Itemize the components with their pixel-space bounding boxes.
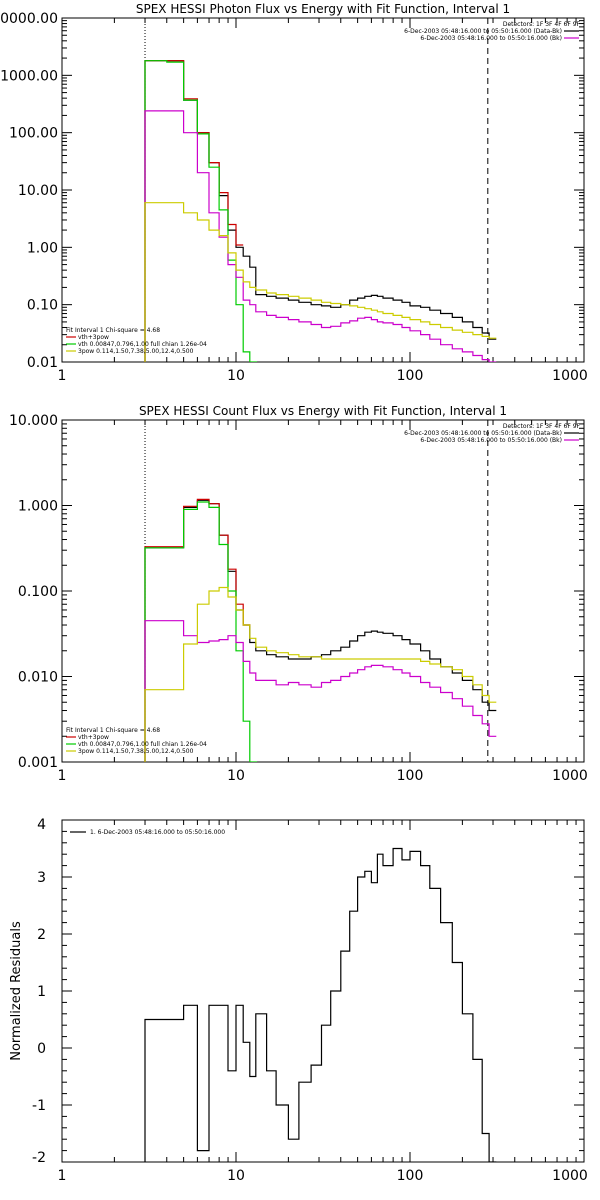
chart-title: SPEX HESSI Count Flux vs Energy with Fit… bbox=[139, 404, 507, 418]
y-tick-label: -2 bbox=[32, 1150, 46, 1166]
y-axis: 0.001 0.010 0.100 1.000 10.000 bbox=[9, 413, 584, 771]
y-tick-label: 0.10 bbox=[27, 298, 58, 314]
legend-entry: 6-Dec-2003 05:48:16.000 to 05:50:16.000 … bbox=[420, 35, 562, 42]
fit-info: Fit Interval 1 Chi-square = 4.68 bbox=[66, 327, 160, 334]
y-tick-label: 1.00 bbox=[27, 240, 58, 256]
series-line-5 bbox=[144, 586, 497, 762]
series-line-1 bbox=[144, 847, 497, 1162]
fit-legend-entry: vth 0.00847,0.796,1.00 full chian 1.26e-… bbox=[78, 741, 207, 748]
x-tick-label: 1 bbox=[58, 768, 67, 784]
y-tick-label: 0 bbox=[37, 1041, 46, 1057]
x-tick-label: 10 bbox=[227, 768, 245, 784]
legend-entry: 6-Dec-2003 05:48:16.000 to 05:50:16.000 … bbox=[404, 430, 562, 437]
legend-entry: 6-Dec-2003 05:48:16.000 to 05:50:16.000 … bbox=[420, 437, 562, 444]
series-line-3 bbox=[144, 501, 257, 762]
y-tick-label: 0.100 bbox=[18, 584, 58, 600]
x-tick-label: 1 bbox=[58, 1168, 67, 1184]
y-tick-label: 10.00 bbox=[18, 183, 58, 199]
y-tick-label: 1 bbox=[37, 984, 46, 1000]
x-tick-label: 1000 bbox=[552, 368, 588, 384]
y-tick-label: 1.000 bbox=[18, 499, 58, 515]
x-tick-label: 10 bbox=[227, 1168, 245, 1184]
x-tick-label: 1000 bbox=[552, 1168, 588, 1184]
y-tick-label: 100.00 bbox=[9, 126, 58, 142]
detectors-label: Detectors: 1F 3F 4F 6F 9F bbox=[503, 21, 581, 28]
y-tick-label: -1 bbox=[32, 1098, 46, 1114]
y-axis-label: Normalized Residuals bbox=[9, 921, 24, 1061]
series-line-5 bbox=[144, 202, 497, 362]
x-tick-label: 1 bbox=[58, 368, 67, 384]
y-tick-label: 0.001 bbox=[18, 755, 58, 771]
plot-frame bbox=[61, 819, 585, 1163]
y-tick-label: 10.000 bbox=[9, 413, 58, 429]
fit-legend-entry: vth+3pow bbox=[78, 734, 109, 741]
x-tick-label: 100 bbox=[397, 1168, 424, 1184]
y-tick-label: 1000.00 bbox=[0, 68, 58, 84]
series-line-2 bbox=[144, 498, 251, 762]
fit-info: Fit Interval 1 Chi-square = 4.68 bbox=[66, 727, 160, 734]
detectors-label: Detectors: 1F 3F 4F 6F 9F bbox=[503, 423, 581, 430]
y-tick-label: 0.01 bbox=[27, 355, 58, 371]
series-line-4 bbox=[144, 620, 497, 762]
chart-panel-1: SPEX HESSI Photon Flux vs Energy with Fi… bbox=[0, 2, 588, 384]
x-tick-label: 100 bbox=[397, 368, 424, 384]
fit-legend-entry: 3pow 0.114,1.50,7.38,5.00,12.4,0.500 bbox=[78, 348, 194, 355]
series-line-3 bbox=[144, 60, 257, 362]
legend-entry: 1. 6-Dec-2003 05:48:16.000 to 05:50:16.0… bbox=[90, 829, 225, 836]
fit-legend-entry: vth 0.00847,0.796,1.00 full chian 1.26e-… bbox=[78, 341, 207, 348]
series-line-4 bbox=[144, 110, 497, 362]
fit-legend-entry: 3pow 0.114,1.50,7.38,5.00,12.4,0.500 bbox=[78, 748, 194, 755]
y-tick-label: 4 bbox=[37, 817, 46, 833]
x-tick-label: 100 bbox=[397, 768, 424, 784]
chart-panel-3: 1 10 100 1000 -2 -1 0 1 2 3 4 Normalized Residuals 1… bbox=[9, 817, 588, 1184]
y-axis: -2 -1 0 1 2 3 4 bbox=[32, 817, 584, 1166]
chart-title: SPEX HESSI Photon Flux vs Energy with Fi… bbox=[136, 2, 510, 16]
chart-panel-2: SPEX HESSI Count Flux vs Energy with Fit… bbox=[9, 404, 588, 784]
plot-frame bbox=[61, 419, 585, 763]
x-axis: 1 10 100 1000 bbox=[58, 820, 588, 1184]
fit-legend-entry: vth+3pow bbox=[78, 334, 109, 341]
y-tick-label: 0.010 bbox=[18, 670, 58, 686]
y-tick-label: 2 bbox=[37, 927, 46, 943]
x-axis: 1 10 100 1000 bbox=[58, 18, 588, 384]
x-tick-label: 1000 bbox=[552, 768, 588, 784]
x-tick-label: 10 bbox=[227, 368, 245, 384]
y-tick-label: 3 bbox=[37, 870, 46, 886]
legend-entry: 6-Dec-2003 05:48:16.000 to 05:50:16.000 … bbox=[404, 28, 562, 35]
plot-frame bbox=[61, 17, 585, 363]
